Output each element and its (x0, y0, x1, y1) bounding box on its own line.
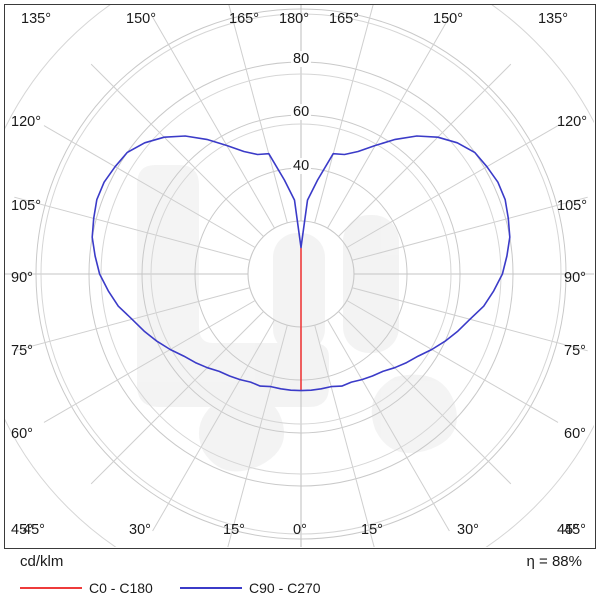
angle-label-bottom-5: 30° (457, 522, 479, 538)
angle-label-top-6: 135° (538, 11, 568, 27)
angle-label-left-1: 105° (11, 198, 41, 214)
chart-legend: cd/klm η = 88% C0 - C180 C90 - C270 (0, 549, 600, 600)
unit-label: cd/klm (20, 553, 64, 570)
polar-grid-and-curves (5, 5, 594, 547)
angle-label-top-3: 180° (279, 11, 309, 27)
legend-swatch-c0-c180 (20, 587, 82, 589)
angle-label-right-2: 90° (564, 270, 586, 286)
angle-label-bottom-6: 45° (557, 522, 579, 538)
angle-label-right-1: 105° (557, 198, 587, 214)
angle-label-top-0: 135° (21, 11, 51, 27)
angle-label-top-4: 165° (329, 11, 359, 27)
angle-label-bottom-0: 45° (23, 522, 45, 538)
angle-label-left-0: 120° (11, 114, 41, 130)
legend-label-c0-c180: C0 - C180 (89, 580, 153, 596)
angle-label-bottom-1: 30° (129, 522, 151, 538)
angle-label-right-0: 120° (557, 114, 587, 130)
angle-label-bottom-3: 0° (293, 522, 307, 538)
angle-label-left-3: 75° (11, 343, 33, 359)
radial-tick-label-40: 40 (291, 158, 312, 174)
angle-label-right-5: 45° (564, 522, 586, 538)
legend-item-c0-c180[interactable]: C0 - C180 (20, 579, 153, 597)
angle-label-left-5: 45° (11, 522, 33, 538)
legend-swatch-c90-c270 (180, 587, 242, 589)
data-curves (91, 135, 511, 392)
angle-label-top-5: 150° (433, 11, 463, 27)
curve-c90-c270 (91, 135, 511, 392)
angle-label-bottom-4: 15° (361, 522, 383, 538)
angle-label-top-1: 150° (126, 11, 156, 27)
angle-label-left-4: 60° (11, 426, 33, 442)
angle-label-left-2: 90° (11, 270, 33, 286)
angle-label-bottom-2: 15° (223, 522, 245, 538)
legend-item-c90-c270[interactable]: C90 - C270 (180, 579, 321, 597)
radial-tick-label-80: 80 (291, 51, 312, 67)
plot-area: 135° 150° 165° 180° 165° 150° 135° 120° 105° 90° 7… (4, 4, 596, 549)
angle-label-top-2: 165° (229, 11, 259, 27)
legend-label-c90-c270: C90 - C270 (249, 580, 321, 596)
angle-label-right-4: 60° (564, 426, 586, 442)
radial-tick-label-60: 60 (291, 104, 312, 120)
efficiency-label: η = 88% (526, 553, 582, 570)
watermark (137, 165, 457, 472)
angle-label-right-3: 75° (564, 343, 586, 359)
